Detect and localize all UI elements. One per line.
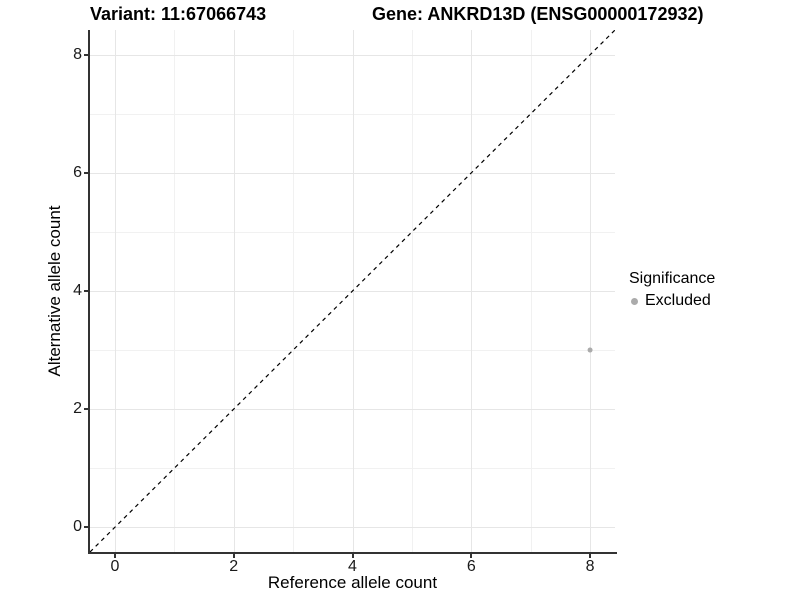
y-tick-2 bbox=[84, 408, 88, 411]
y-axis-title: Alternative allele count bbox=[45, 205, 64, 377]
legend-entry-label: Excluded bbox=[645, 292, 711, 309]
y-tick-label-6: 6 bbox=[73, 163, 82, 181]
x-tick-label-2: 2 bbox=[229, 558, 239, 575]
plot-panel bbox=[90, 30, 615, 552]
y-tick-6 bbox=[84, 171, 88, 174]
x-tick-6 bbox=[470, 554, 473, 558]
grid-major-y-0 bbox=[90, 527, 615, 529]
x-tick-0 bbox=[113, 554, 116, 558]
data-points-layer bbox=[587, 347, 593, 353]
x-tick-label-0: 0 bbox=[110, 558, 120, 575]
y-tick-label-2: 2 bbox=[73, 400, 82, 418]
x-tick-2 bbox=[232, 554, 235, 558]
legend-entry-excluded: Excluded bbox=[629, 292, 715, 310]
grid-major-y-8 bbox=[90, 54, 615, 56]
x-tick-4 bbox=[351, 554, 354, 558]
legend-title: Significance bbox=[629, 270, 716, 287]
plot-canvas bbox=[90, 30, 615, 552]
grid-major-y-6 bbox=[90, 172, 615, 174]
y-tick-label-4: 4 bbox=[73, 282, 82, 299]
legend: Significance Excluded bbox=[629, 270, 715, 310]
y-tick-8 bbox=[84, 53, 88, 56]
x-axis-title: Reference allele count bbox=[267, 573, 438, 592]
x-axis-line bbox=[88, 552, 617, 554]
data-point-8-3 bbox=[587, 347, 593, 353]
grid-major-y-2 bbox=[90, 409, 615, 411]
gene-title: Gene: ANKRD13D (ENSG00000172932) bbox=[372, 4, 704, 24]
y-tick-0 bbox=[84, 526, 88, 529]
variant-title: Variant: 11:67066743 bbox=[90, 4, 267, 24]
y-tick-4 bbox=[84, 290, 88, 292]
x-tick-8 bbox=[589, 554, 592, 558]
x-tick-label-4: 4 bbox=[348, 558, 357, 575]
y-axis-line bbox=[88, 30, 90, 554]
y-tick-label-8: 8 bbox=[73, 45, 82, 63]
legend-point-icon bbox=[631, 297, 638, 305]
y-tick-label-0: 0 bbox=[73, 518, 82, 536]
x-tick-label-6: 6 bbox=[466, 558, 476, 575]
identity-dashed-line bbox=[90, 30, 615, 552]
x-tick-label-8: 8 bbox=[585, 558, 595, 575]
